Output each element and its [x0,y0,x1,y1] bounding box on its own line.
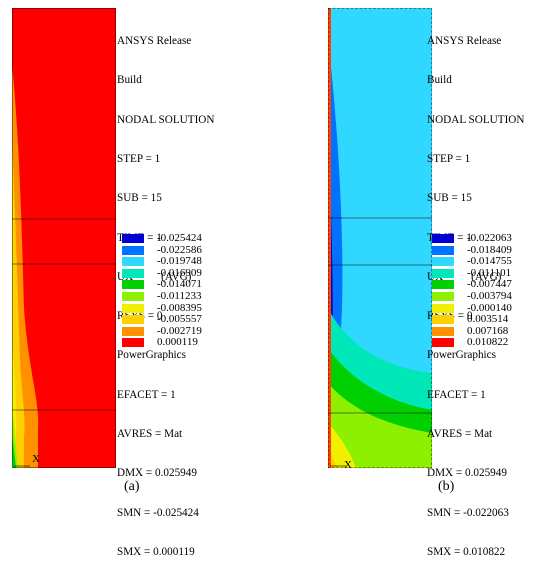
legend-swatch [122,338,144,348]
legend-value: -0.008395 [157,301,202,314]
legend-value: -0.011101 [467,266,512,279]
legend-swatch [432,268,454,278]
info-line: SMN = -0.022063 [427,506,509,519]
contour-plot-b-svg [328,8,432,468]
info-line: Build [117,74,142,87]
info-line: DMX = 0.025949 [117,467,197,480]
x-axis-label: X [32,453,40,465]
contour-band-yellow-green [328,383,432,468]
legend-value: 0.000119 [157,336,198,349]
info-line: EFACET = 1 [117,388,176,401]
info-line: EFACET = 1 [427,388,486,401]
info-line: DMX = 0.025949 [427,467,507,480]
legend-value: -0.014755 [467,255,512,268]
contour-plot-a-svg [12,8,116,468]
legend-value: -0.019748 [157,255,202,268]
legend-swatch [122,234,144,243]
info-line: STEP = 1 [117,153,161,166]
legend-value: -0.007447 [467,278,512,291]
legend-value: -0.022586 [157,243,202,256]
legend-swatch [122,245,144,255]
legend-swatch [432,257,454,267]
legend-swatch [432,245,454,255]
legend-swatch [432,315,454,325]
legend-swatch [122,280,144,290]
info-line: SMN = -0.025424 [117,506,199,519]
legend-value: -0.022063 [467,232,512,244]
contour-band-yellow [328,423,356,468]
info-line: SMX = 0.010822 [427,545,506,558]
info-line: SMX = 0.000119 [117,545,195,558]
legend-swatch [122,257,144,267]
legend-value: -0.018409 [467,243,512,256]
info-line: SUB = 15 [427,192,472,205]
legend-value: -0.014071 [157,278,202,291]
x-axis-label: X [344,459,352,471]
legend-swatch [432,234,454,243]
info-line: AVRES = Mat [117,428,183,440]
legend-swatch [432,303,454,313]
legend-value: -0.025424 [157,232,202,244]
legend-swatch [432,338,454,348]
contour-band-edge [328,8,331,468]
info-line: STEP = 1 [427,153,471,166]
legend-swatch [122,315,144,325]
legend-value: -0.003794 [467,289,512,302]
legend-value: 0.003514 [467,313,509,326]
info-line: Build [427,74,452,87]
info-line: ANSYS Release [117,35,192,48]
panel-caption: (b) [438,479,455,494]
legend-swatch [122,326,144,336]
contour-plot-a: X [12,8,116,468]
info-line: NODAL SOLUTION [427,113,525,126]
legend-swatch [122,268,144,278]
legend-swatch [122,291,144,301]
panel-a: X ANSYS Release Build NODAL SOLUTION STE… [0,0,275,558]
legend-value: -0.000140 [467,301,512,314]
info-line: NODAL SOLUTION [117,113,215,126]
info-line: PowerGraphics [427,349,496,362]
contour-band-light-orange [12,138,25,468]
legend-swatch [432,280,454,290]
legend-value: -0.011233 [157,289,202,302]
legend-value: -0.005557 [157,313,202,326]
legend-swatch [432,291,454,301]
info-line: ANSYS Release [427,35,502,48]
contour-band-green [12,433,16,468]
info-line: AVRES = Mat [427,428,493,440]
info-line: PowerGraphics [117,349,186,362]
legend-swatch [432,326,454,336]
panel-b: X ANSYS Release Build NODAL SOLUTION STE… [275,0,550,558]
legend-value: -0.002719 [157,324,202,337]
contour-plot-b: X [328,8,432,471]
legend-value: -0.016909 [157,266,202,279]
panel-caption: (a) [124,479,140,494]
legend-swatch [122,303,144,313]
info-line: SUB = 15 [117,192,162,205]
legend-value: 0.007168 [467,324,509,337]
legend-value: 0.010822 [467,336,509,349]
